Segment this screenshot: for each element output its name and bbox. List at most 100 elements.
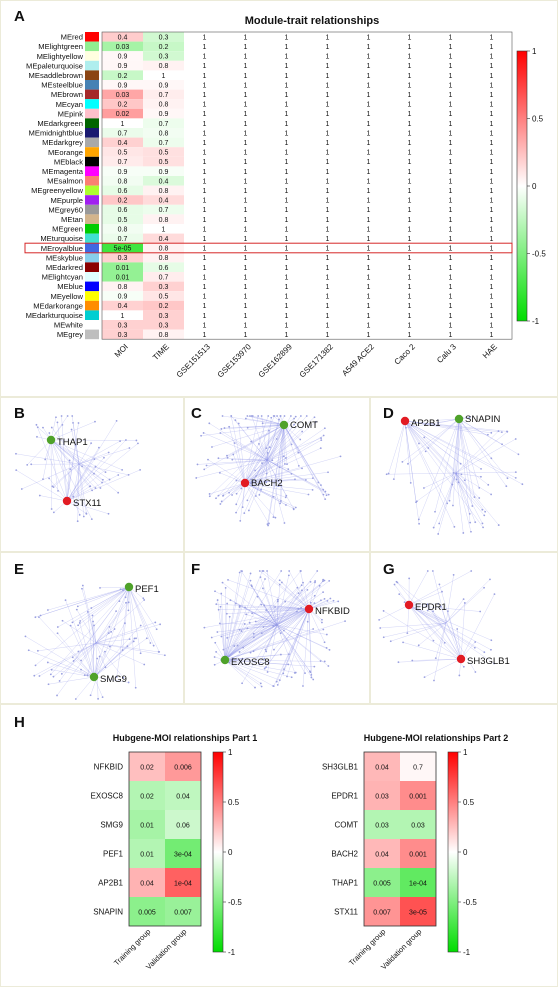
cell-time xyxy=(143,291,184,301)
network-node xyxy=(286,463,288,466)
network-node xyxy=(285,504,287,506)
network-node xyxy=(134,686,137,689)
cell-moi xyxy=(102,60,143,71)
network-node xyxy=(101,696,104,699)
cell-constant-label: 1 xyxy=(244,322,248,329)
cell-training xyxy=(129,752,165,781)
cell-constant-label: 1 xyxy=(285,294,289,301)
network-edge xyxy=(224,659,296,673)
network-edge xyxy=(244,415,269,484)
cell-constant-label: 1 xyxy=(408,140,412,147)
network-node xyxy=(251,612,254,615)
network-node xyxy=(275,438,278,440)
network-node xyxy=(47,609,49,611)
network-node xyxy=(81,587,83,590)
network-edge xyxy=(224,659,274,687)
network-edge xyxy=(50,439,80,515)
cell-validation-label: 0.04 xyxy=(176,794,190,801)
cell-training xyxy=(364,810,400,839)
network-node xyxy=(389,640,392,643)
network-node xyxy=(220,500,223,503)
network-node xyxy=(434,657,437,660)
color-scale-label: 0.5 xyxy=(532,115,544,124)
network-node xyxy=(110,630,113,633)
network-node xyxy=(203,468,206,471)
network-node xyxy=(80,659,82,662)
network-node xyxy=(473,496,476,499)
network-node xyxy=(487,433,489,436)
network-node xyxy=(260,603,263,606)
network-node xyxy=(249,572,252,575)
cell-constant-label: 1 xyxy=(203,102,207,109)
network-node xyxy=(462,598,465,601)
network-edge xyxy=(238,423,246,484)
network-node xyxy=(96,657,99,660)
network-node xyxy=(320,439,323,442)
network-node xyxy=(272,625,275,627)
hub-label-bach2: BACH2 xyxy=(251,478,283,489)
cell-constant-label: 1 xyxy=(408,169,412,176)
cell-validation-label: 1e-04 xyxy=(409,881,427,888)
network-node xyxy=(231,458,234,461)
network-node xyxy=(264,648,267,651)
module-label: MEbrown xyxy=(51,90,83,99)
module-label: MEroyalblue xyxy=(41,244,83,253)
network-node xyxy=(305,415,308,417)
cell-constant-label: 1 xyxy=(490,236,494,243)
network-node xyxy=(328,579,331,582)
network-edge xyxy=(455,438,516,474)
network-node xyxy=(456,628,459,630)
cell-time xyxy=(143,195,184,205)
network-node xyxy=(42,478,44,481)
network-edge xyxy=(50,439,91,487)
cell-constant-label: 1 xyxy=(490,226,494,233)
network-edge xyxy=(259,570,310,610)
network-node xyxy=(406,632,409,635)
network-node xyxy=(459,462,462,465)
hub-label-exosc8: EXOSC8 xyxy=(231,657,270,668)
cell-training xyxy=(364,752,400,781)
network-edge xyxy=(229,608,310,663)
network-node xyxy=(309,581,312,583)
network-edge xyxy=(276,624,330,651)
network-node xyxy=(214,590,216,593)
cell-constant-label: 1 xyxy=(326,121,330,128)
hub-node-smg9 xyxy=(89,672,99,682)
network-node xyxy=(481,508,484,511)
network-node xyxy=(260,632,263,635)
network-node xyxy=(48,432,51,434)
network-node xyxy=(265,666,267,668)
network-edge xyxy=(204,424,285,470)
cell-constant-label: 1 xyxy=(285,54,289,61)
network-edge xyxy=(266,416,296,461)
network-edge xyxy=(36,424,68,502)
network-node xyxy=(127,473,130,476)
network-node xyxy=(50,668,53,671)
network-edge xyxy=(224,580,251,661)
cell-moi xyxy=(102,51,143,61)
network-node xyxy=(497,430,500,432)
cell-constant-label: 1 xyxy=(244,313,248,320)
network-edge xyxy=(455,472,492,495)
network-node xyxy=(446,610,449,612)
network-node xyxy=(482,526,484,529)
network-edge xyxy=(279,580,310,610)
cell-time xyxy=(143,41,184,52)
network-node xyxy=(258,443,260,445)
hub-node-bach2 xyxy=(240,478,250,488)
network-node xyxy=(89,485,91,488)
network-edge xyxy=(222,482,246,497)
network-node xyxy=(434,510,436,513)
module-label: MElightcyan xyxy=(42,273,83,282)
cell-constant-label: 1 xyxy=(203,169,207,176)
network-edge xyxy=(128,586,151,644)
color-scale-label: 1 xyxy=(228,748,233,757)
cell-constant-label: 1 xyxy=(244,284,248,291)
cell-time xyxy=(143,108,184,119)
cell-time-label: 0.3 xyxy=(159,34,169,41)
network-node xyxy=(474,521,477,524)
network-node xyxy=(273,648,275,651)
network-node xyxy=(133,637,136,640)
network-node xyxy=(121,468,124,471)
module-swatch xyxy=(85,137,99,148)
